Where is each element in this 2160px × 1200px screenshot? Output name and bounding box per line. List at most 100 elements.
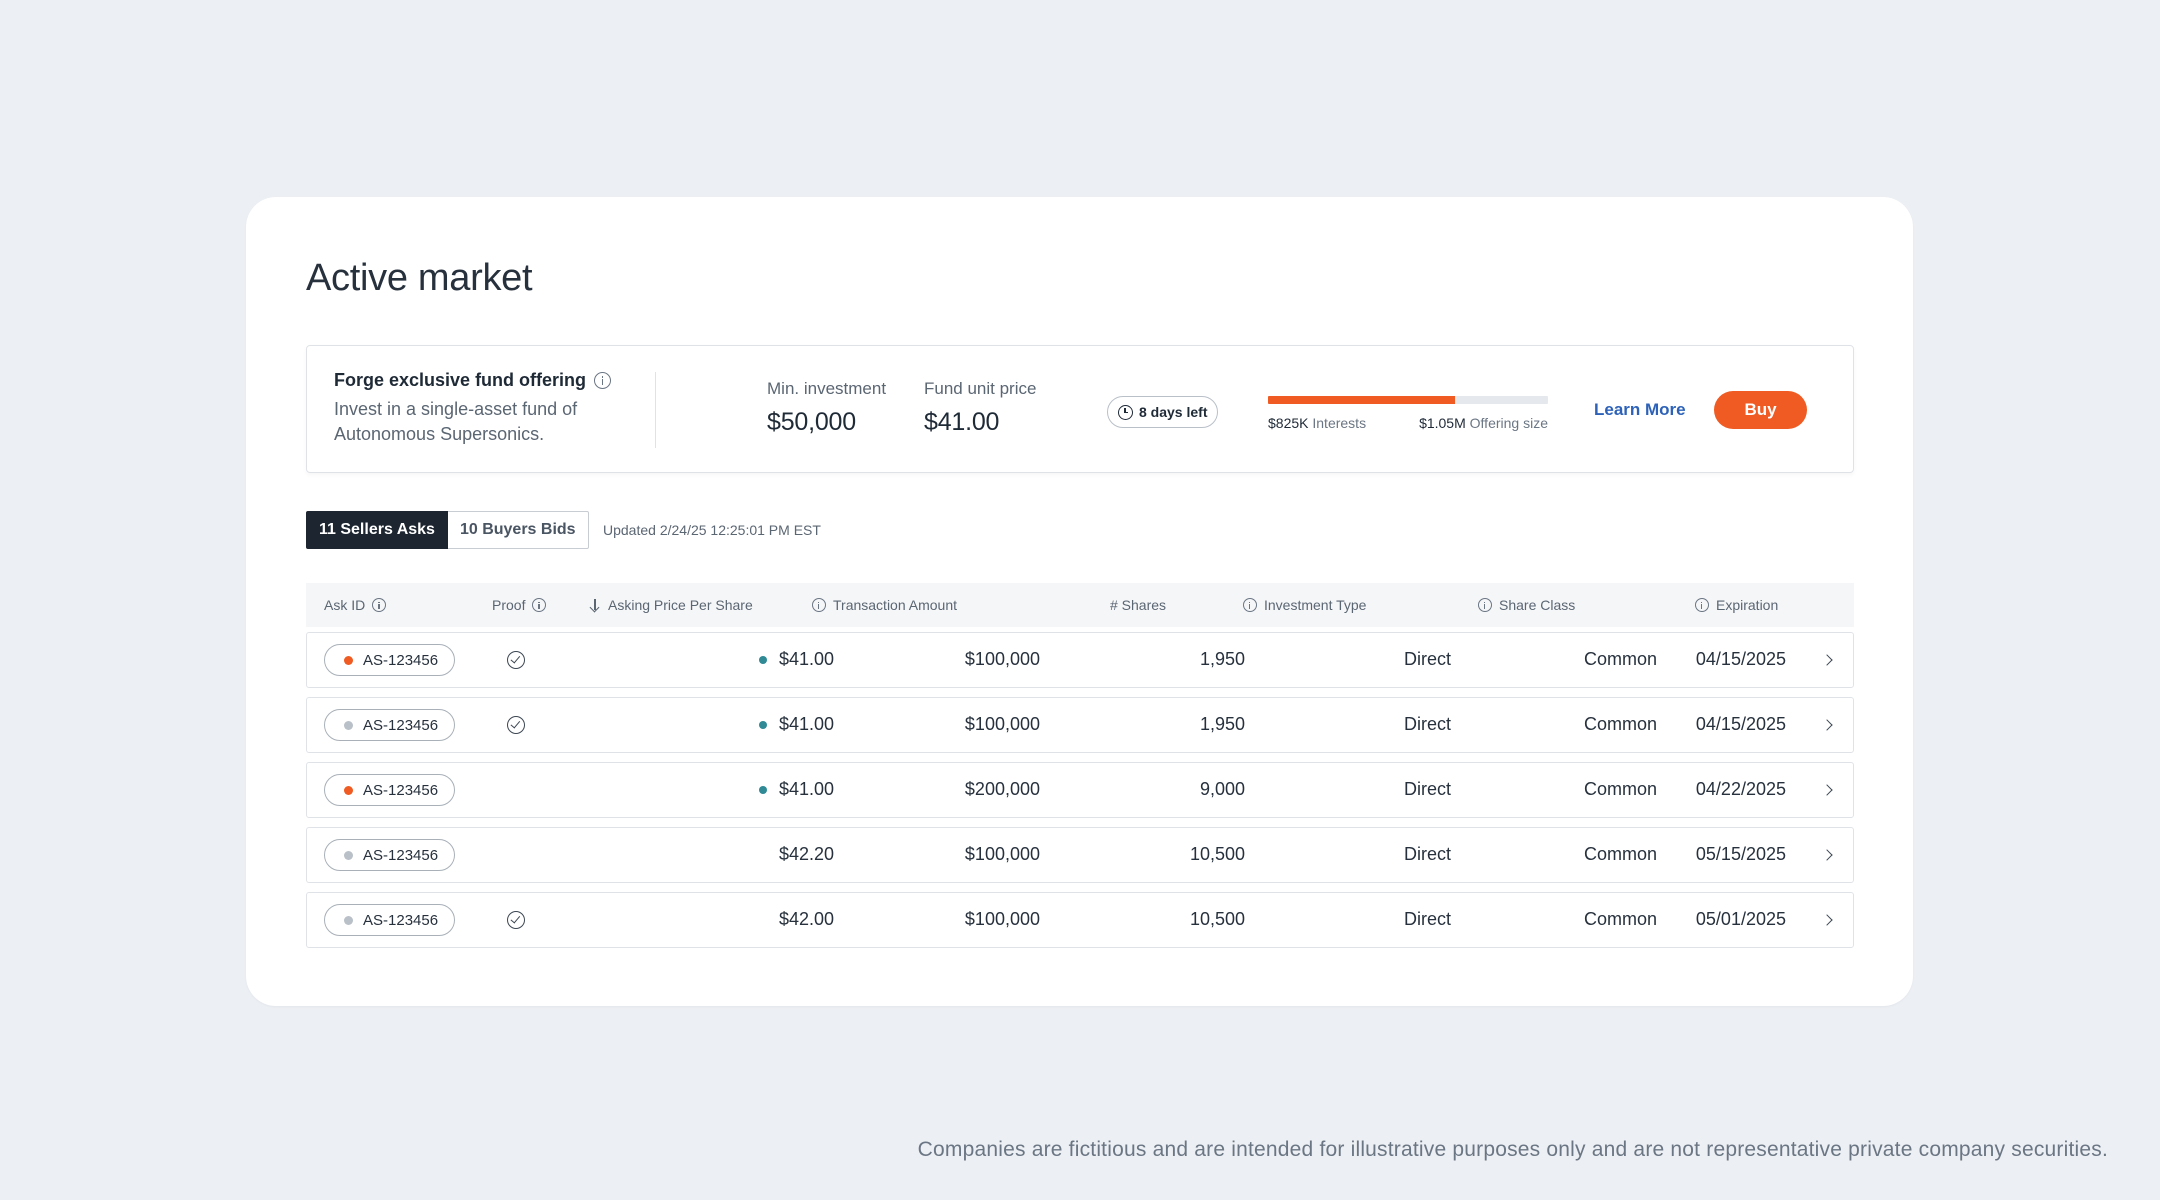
expiration-date: 05/01/2025 (1696, 893, 1786, 946)
table-row[interactable]: AS-123456 $41.00 $100,000 1,950 Direct C… (306, 697, 1854, 753)
status-dot (344, 720, 353, 730)
header-proof[interactable]: Proof (492, 583, 547, 627)
divider (655, 372, 656, 448)
row-open[interactable] (1821, 893, 1833, 946)
fund-unit-price: Fund unit price $41.00 (924, 379, 1036, 437)
ask-id-badge[interactable]: AS-123456 (324, 839, 455, 871)
asking-price-cell: $41.00 (758, 698, 834, 751)
offering-size: $1.05M Offering size (1419, 415, 1548, 431)
investment-type: Direct (1403, 909, 1451, 929)
check-circle-icon (507, 910, 525, 929)
expiration-value: 05/15/2025 (1695, 844, 1786, 864)
ask-id-badge[interactable]: AS-123456 (324, 644, 455, 676)
row-open[interactable] (1821, 633, 1833, 686)
row-open[interactable] (1821, 828, 1833, 881)
days-left-badge: 8 days left (1107, 396, 1219, 428)
info-icon[interactable] (1478, 598, 1492, 612)
offering-title-row: Forge exclusive fund offering (334, 370, 654, 391)
price-indicator-dot (758, 655, 767, 664)
transaction-amount: $100,000 (964, 909, 1040, 929)
info-icon[interactable] (532, 598, 547, 612)
progress-labels: $825K Interests $1.05M Offering size (1268, 415, 1548, 431)
table-row[interactable]: AS-123456 $41.00 $100,000 1,950 Direct C… (306, 632, 1854, 688)
offering-size-value: $1.05M (1419, 415, 1466, 431)
transaction-amount: $100,000 (964, 844, 1040, 864)
status-dot (344, 850, 353, 860)
shares-count: 10,500 (1189, 844, 1245, 864)
asking-price-cell: $42.00 (779, 893, 834, 946)
asking-price-cell: $42.20 (779, 828, 834, 881)
asking-price: $41.00 (778, 779, 834, 799)
header-investment-type[interactable]: Investment Type (1243, 583, 1366, 627)
interests-value: $825K (1268, 415, 1309, 431)
transaction-amount: $200,000 (964, 779, 1040, 799)
header-transaction-amount[interactable]: Transaction Amount (812, 583, 957, 627)
expiration-value: 05/01/2025 (1695, 909, 1786, 929)
interests: $825K Interests (1268, 415, 1366, 431)
table-row[interactable]: AS-123456 $41.00 $200,000 9,000 Direct C… (306, 762, 1854, 818)
proof-cell (507, 698, 525, 751)
table-row[interactable]: AS-123456 $42.00 $100,000 10,500 Direct … (306, 892, 1854, 948)
asking-price-cell: $41.00 (758, 633, 834, 686)
ask-id: AS-123456 (363, 911, 439, 929)
share-class: Common (1583, 649, 1657, 669)
unit-price-value: $41.00 (924, 408, 1000, 436)
investment-type: Direct (1403, 649, 1451, 669)
status-dot (344, 785, 353, 795)
row-open[interactable] (1821, 698, 1833, 751)
updated-timestamp: Updated 2/24/25 12:25:01 PM EST (603, 522, 821, 538)
clock-icon (1118, 404, 1133, 420)
expiration-date: 05/15/2025 (1696, 828, 1786, 881)
info-icon[interactable] (1695, 598, 1709, 612)
check-circle-icon (507, 650, 525, 669)
header-expiration-label: Expiration (1716, 597, 1779, 613)
tab-buyers-bids[interactable]: 10 Buyers Bids (447, 511, 589, 549)
chevron-right-icon (1821, 783, 1833, 796)
asking-price: $41.00 (778, 714, 834, 734)
shares-count: 1,950 (1199, 649, 1245, 669)
asking-price: $42.20 (778, 844, 834, 864)
sort-desc-icon (589, 598, 601, 612)
expiration-date: 04/15/2025 (1696, 633, 1786, 686)
fund-offering-banner: Forge exclusive fund offering Invest in … (306, 345, 1854, 473)
offering-title: Forge exclusive fund offering (334, 370, 587, 390)
info-icon[interactable] (372, 598, 387, 612)
ask-id: AS-123456 (363, 781, 439, 799)
offering-description: Invest in a single-asset fund of Autonom… (334, 399, 578, 444)
share-class: Common (1583, 779, 1657, 799)
header-share-class[interactable]: Share Class (1478, 583, 1575, 627)
proof-cell (507, 893, 525, 946)
buy-button[interactable]: Buy (1714, 391, 1807, 429)
header-shares[interactable]: # Shares (1110, 583, 1166, 627)
expiration-value: 04/22/2025 (1695, 779, 1786, 799)
ask-id-badge[interactable]: AS-123456 (324, 774, 455, 806)
info-icon[interactable] (594, 372, 612, 389)
table-row[interactable]: AS-123456 $42.20 $100,000 10,500 Direct … (306, 827, 1854, 883)
table-header: Ask ID Proof Asking Price Per Share Tran… (306, 583, 1854, 627)
header-investment-type-label: Investment Type (1264, 597, 1367, 613)
progress-track (1268, 396, 1548, 404)
unit-price-label: Fund unit price (924, 379, 1037, 398)
ask-id-badge[interactable]: AS-123456 (324, 904, 455, 936)
row-open[interactable] (1821, 763, 1833, 816)
header-asking-price[interactable]: Asking Price Per Share (589, 583, 753, 627)
ask-id: AS-123456 (363, 716, 439, 734)
min-investment-value: $50,000 (767, 408, 856, 436)
chevron-right-icon (1821, 913, 1833, 926)
chevron-right-icon (1821, 848, 1833, 861)
expiration-date: 04/15/2025 (1696, 698, 1786, 751)
investment-type: Direct (1403, 714, 1451, 734)
header-expiration[interactable]: Expiration (1695, 583, 1778, 627)
info-icon[interactable] (1243, 598, 1257, 612)
page-title: Active market (306, 257, 533, 299)
header-ask-id[interactable]: Ask ID (324, 583, 387, 627)
share-class: Common (1583, 714, 1657, 734)
header-shares-label: # Shares (1110, 597, 1167, 613)
ask-id-badge[interactable]: AS-123456 (324, 709, 455, 741)
learn-more-link[interactable]: Learn More (1594, 400, 1686, 419)
info-icon[interactable] (812, 598, 826, 612)
tab-sellers-asks[interactable]: 11 Sellers Asks (306, 511, 448, 549)
expiration-value: 04/15/2025 (1695, 714, 1786, 734)
active-market-card: Active market Forge exclusive fund offer… (246, 197, 1913, 1006)
proof-cell (507, 633, 525, 686)
